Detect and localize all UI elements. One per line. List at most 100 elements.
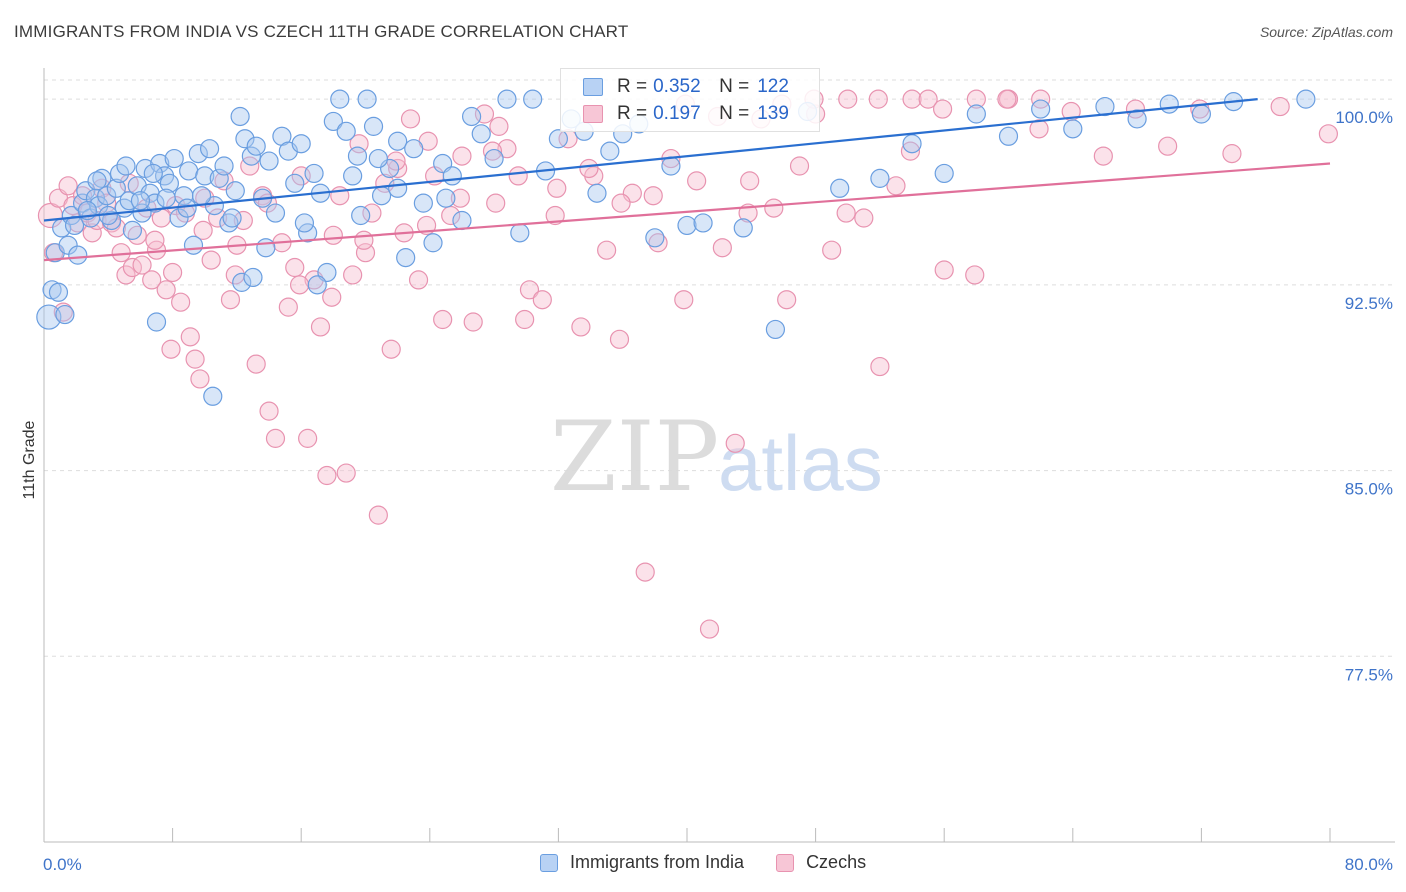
czechs-point [918, 89, 938, 109]
india-point [371, 186, 392, 206]
y-axis-label: 11th Grade [21, 420, 38, 499]
czechs-point [868, 89, 888, 109]
czechs-point [259, 401, 279, 421]
india-swatch [540, 853, 558, 872]
y-tick-label: 100.0% [1335, 108, 1393, 127]
czechs-point [934, 260, 954, 280]
legend-item-czechs[interactable]: Czechs [776, 852, 866, 873]
czechs-point [547, 178, 567, 198]
czechs-point [712, 238, 732, 258]
czechs-point [298, 428, 318, 448]
india-point [232, 272, 252, 292]
czechs-point [441, 205, 461, 226]
czechs-point [486, 193, 506, 213]
n-value: 139 [757, 103, 789, 124]
india-point [336, 121, 356, 141]
czechs-point [1093, 146, 1113, 166]
czechs-point [609, 329, 630, 349]
czechs-point [161, 339, 181, 359]
czechs-point [452, 146, 472, 166]
czechs-point [1222, 144, 1242, 164]
czechs-point [111, 243, 131, 263]
czechs-point [195, 188, 215, 208]
czechs-point [515, 309, 535, 330]
czechs-point [142, 270, 162, 290]
legend-label: Immigrants from India [570, 852, 745, 872]
czechs-point [579, 158, 599, 179]
r-label: R = [617, 76, 648, 97]
czechs-point [408, 270, 429, 290]
czechs-point [611, 193, 631, 213]
india-point [256, 238, 276, 258]
legend-item-india[interactable]: Immigrants from India [540, 852, 744, 873]
india-point [388, 131, 408, 151]
stats-row-india: R = 0.352 N = 122 [583, 74, 789, 100]
czechs-point [838, 89, 858, 109]
india-point [265, 203, 286, 223]
india-point [830, 178, 850, 198]
czechs-point [208, 208, 228, 228]
stats-legend: R = 0.352 N = 122 R = 0.197 N = 139 [560, 68, 820, 132]
india-point [304, 163, 324, 184]
india-point [413, 193, 433, 213]
axes [43, 68, 1395, 843]
czechs-point [902, 89, 922, 109]
czechs-point [699, 619, 720, 639]
india-point [471, 124, 491, 144]
czechs-point [180, 327, 200, 347]
india-point [1191, 104, 1212, 124]
india-point [497, 89, 517, 109]
india-point [347, 146, 368, 166]
czechs-point [322, 287, 342, 307]
stats-row-czechs: R = 0.197 N = 139 [583, 101, 789, 127]
india-point [87, 171, 107, 191]
czechs-point [381, 339, 401, 359]
india-point [195, 166, 215, 186]
czechs-point [932, 99, 953, 119]
r-value: 0.197 [653, 103, 701, 124]
india-point [966, 104, 986, 124]
india-point [442, 166, 462, 186]
czechs-point [508, 166, 528, 186]
czechs-point [997, 89, 1017, 109]
india-point [169, 208, 189, 228]
czechs-point [1270, 96, 1290, 117]
czechs-point [368, 505, 388, 525]
czechs-point [643, 186, 663, 206]
india-point [119, 191, 139, 211]
n-label: N = [719, 103, 750, 124]
india-point [116, 156, 136, 176]
czechs-point [789, 156, 810, 176]
czechs-point [532, 290, 552, 310]
india-point [109, 163, 130, 184]
india-point [259, 151, 279, 171]
czechs-point [310, 317, 331, 337]
india-point [343, 166, 363, 186]
czechs-point [674, 290, 694, 310]
czechs-point [388, 158, 408, 179]
x-tick-label-min: 0.0% [43, 855, 82, 874]
czechs-point [278, 297, 298, 317]
india-point [600, 141, 620, 161]
india-point [733, 218, 753, 238]
czechs-point [343, 265, 363, 285]
czechs-point [246, 354, 266, 374]
czechs-point [433, 309, 453, 330]
czechs-point [822, 240, 842, 260]
czechs-point [355, 243, 376, 263]
czechs-point [764, 198, 784, 218]
india-point [188, 144, 208, 164]
india-point [1063, 119, 1083, 139]
czechs-point [349, 134, 369, 154]
czechs-point [597, 240, 617, 260]
czechs-point [185, 349, 205, 369]
india-point [246, 136, 266, 156]
czechs-point [450, 188, 470, 208]
n-label: N = [719, 76, 750, 97]
india-point [48, 282, 69, 302]
czechs-point [519, 280, 540, 300]
trend-lines [43, 98, 1331, 262]
india-point [404, 139, 424, 159]
legend-label: Czechs [806, 852, 867, 872]
czechs-point [482, 141, 503, 161]
